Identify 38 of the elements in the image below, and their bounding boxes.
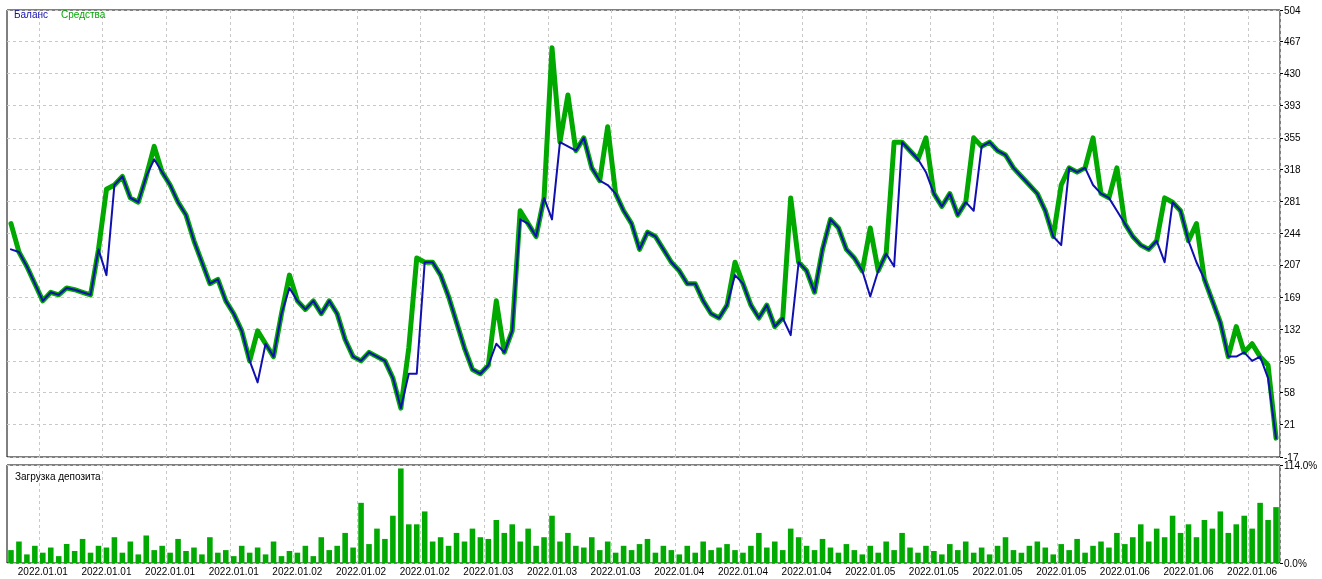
x-tick-label: 2022.01.03: [526, 565, 578, 577]
x-tick-label: 2022.01.04: [781, 565, 833, 577]
x-tick-label: 2022.01.01: [208, 565, 260, 577]
x-tick-label: 2022.01.01: [17, 565, 69, 577]
y-tick-label: 393: [1284, 99, 1302, 111]
x-tick-label: 2022.01.03: [463, 565, 514, 577]
y-tick-label: 318: [1284, 164, 1302, 176]
y-tick-label: 244: [1284, 227, 1302, 239]
text: Средства: [61, 8, 106, 20]
x-tick-label: 2022.01.03: [590, 565, 642, 577]
x-tick-label: 2022.01.04: [717, 565, 769, 577]
y-tick-label: 132: [1284, 323, 1302, 335]
x-tick-label: 2022.01.06: [1163, 565, 1214, 577]
y-tick-label: 281: [1284, 195, 1302, 207]
y-tick-label: 355: [1284, 132, 1302, 144]
y-tick-label: 207: [1284, 259, 1302, 271]
y-tick-label: 21: [1284, 418, 1296, 430]
text: Загрузка депозита: [15, 470, 102, 482]
x-tick-label: 2022.01.05: [1036, 565, 1087, 577]
y-tick-label: 430: [1284, 67, 1302, 79]
y-tick-label: 0.0%: [1284, 557, 1307, 569]
x-tick-label: 2022.01.05: [845, 565, 896, 577]
x-tick-label: 2022.01.02: [336, 565, 387, 577]
x-tick-label: 2022.01.04: [654, 565, 705, 577]
x-tick-label: 2022.01.01: [81, 565, 132, 577]
y-tick-label: 95: [1284, 355, 1296, 367]
text: Баланс: [14, 8, 49, 20]
y-tick-label: 169: [1284, 291, 1302, 303]
y-tick-label: 58: [1284, 387, 1296, 399]
x-tick-label: 2022.01.02: [272, 565, 323, 577]
x-tick-label: 2022.01.06: [1227, 565, 1278, 577]
x-tick-label: 2022.01.01: [145, 565, 196, 577]
x-tick-label: 2022.01.06: [1099, 565, 1151, 577]
x-tick-label: 2022.01.02: [399, 565, 451, 577]
y-tick-label: 467: [1284, 36, 1302, 48]
y-tick-label: 504: [1284, 4, 1302, 16]
x-tick-label: 2022.01.05: [972, 565, 1024, 577]
x-tick-label: 2022.01.05: [908, 565, 960, 577]
